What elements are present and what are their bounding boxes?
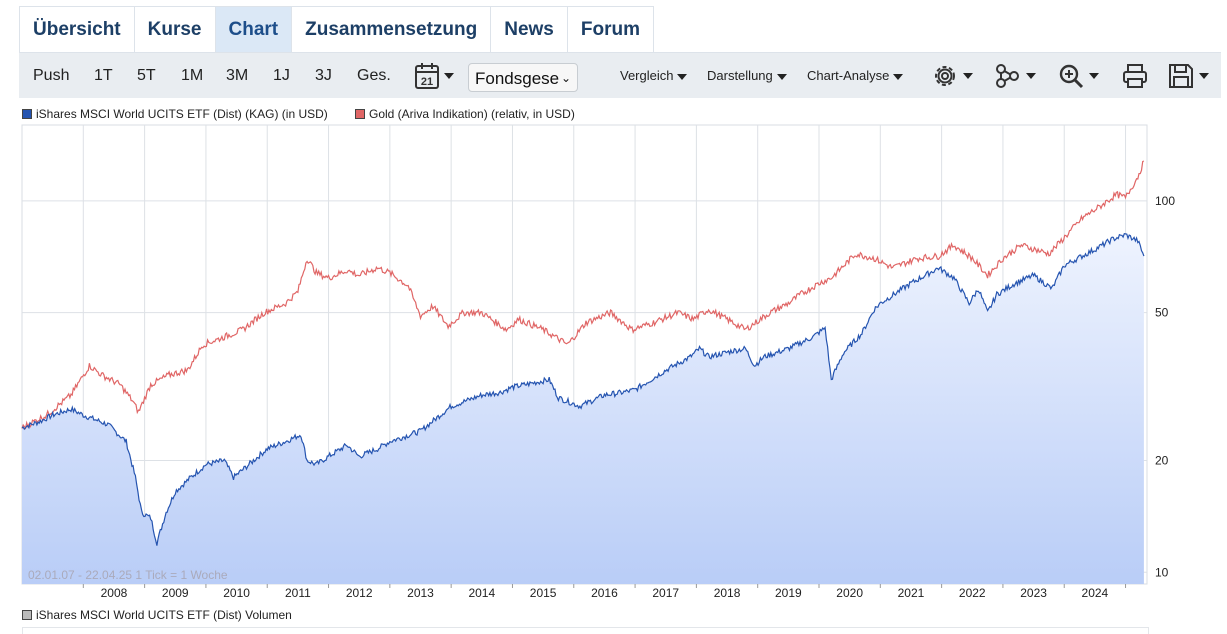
y-tick-label: 50 [1155,306,1169,320]
tab-chart[interactable]: Chart [215,7,293,53]
y-tick-label: 20 [1155,453,1169,467]
zoom-button[interactable] [1057,61,1099,91]
settings-icon [935,66,955,86]
chevron-down-icon: ⌄ [560,71,571,85]
period-ges-button[interactable]: Ges. [357,67,391,84]
legend-series2: Gold (Ariva Indikation) (relativ, in USD… [355,107,575,121]
x-tick-label: 2013 [407,586,434,600]
settings-button[interactable] [931,61,973,91]
period-3m-button[interactable]: 3M [226,67,249,84]
calendar-day: 21 [421,76,433,88]
darstellung-label: Darstellung [707,68,773,83]
print-button[interactable] [1121,61,1149,91]
period-1m-button[interactable]: 1M [181,67,204,84]
calendar-icon: 21 [415,63,439,89]
vergleich-label: Vergleich [620,68,674,83]
fund-company-select[interactable]: Fondsgese ⌄ [468,63,578,92]
x-tick-label: 2020 [836,586,863,600]
chart-analyse-menu[interactable]: Chart-Analyse [807,53,904,98]
x-tick-label: 2016 [591,586,618,600]
legend-series1: iShares MSCI World UCITS ETF (Dist) (KAG… [22,107,328,121]
x-tick-label: 2022 [959,586,986,600]
chevron-down-icon [893,73,904,80]
legend-swatch-red [355,109,365,119]
legend-swatch-gray [22,610,32,620]
legend-volume-label: iShares MSCI World UCITS ETF (Dist) Volu… [36,608,292,622]
x-tick-label: 2019 [775,586,802,600]
vergleich-menu[interactable]: Vergleich [620,53,688,98]
chevron-down-icon [677,73,688,80]
chevron-down-icon [963,73,973,79]
tab-zusammensetzung[interactable]: Zusammensetzung [292,7,492,53]
period-push-button[interactable]: Push [33,67,70,84]
x-tick-label: 2023 [1020,586,1047,600]
x-tick-label: 2012 [346,586,373,600]
chart-analyse-label: Chart-Analyse [807,68,890,83]
select-value: Fondsgese [475,69,560,88]
x-tick-label: 2014 [468,586,495,600]
x-tick-label: 2018 [714,586,741,600]
period-1j-button[interactable]: 1J [273,67,290,84]
series2-line [21,160,1145,430]
legend-series1-label: iShares MSCI World UCITS ETF (Dist) (KAG… [36,107,328,121]
chart-range-info: 02.01.07 - 22.04.25 1 Tick = 1 Woche [28,568,228,582]
chart-toolbar: Push 1T 5T 1M 3M 1J 3J Ges. 21 Fondsgese… [19,52,1221,98]
chevron-down-icon [1026,73,1036,79]
tab-news[interactable]: News [491,7,568,53]
chevron-down-icon [444,73,454,79]
legend-swatch-blue [22,109,32,119]
series1-line [21,233,1145,546]
volume-panel [22,627,1149,634]
zoom-in-icon [1059,64,1084,89]
series1-area [22,233,1144,584]
period-5t-button[interactable]: 5T [137,67,156,84]
y-tick-label: 100 [1155,194,1175,208]
chevron-down-icon [1089,73,1099,79]
chevron-down-icon [1199,73,1209,79]
calendar-button[interactable]: 21 [414,61,454,91]
save-icon [1169,64,1193,88]
chevron-down-icon [776,73,787,80]
x-tick-label: 2024 [1082,586,1109,600]
x-tick-label: 2021 [898,586,925,600]
x-axis: 2008 2009 2010 2011 2012 2013 2014 2015 2016 2017… [82,584,1127,600]
tab-forum[interactable]: Forum [580,19,640,40]
tab-bar: Übersicht Kurse Chart Zusammensetzung Ne… [19,6,654,53]
x-tick-label: 2009 [162,586,189,600]
tab-kurse[interactable]: Kurse [135,7,216,53]
period-3j-button[interactable]: 3J [315,67,332,84]
y-tick-label: 10 [1155,565,1169,579]
x-tick-label: 2015 [530,586,557,600]
darstellung-menu[interactable]: Darstellung [707,53,787,98]
x-tick-label: 2011 [285,586,311,600]
tab-uebersicht[interactable]: Übersicht [20,7,135,53]
x-tick-label: 2008 [101,586,128,600]
legend-volume: iShares MSCI World UCITS ETF (Dist) Volu… [22,608,292,622]
x-tick-label: 2017 [652,586,679,600]
network-button[interactable] [994,61,1036,91]
print-icon [1123,64,1147,88]
period-1t-button[interactable]: 1T [94,67,113,84]
legend-series2-label: Gold (Ariva Indikation) (relativ, in USD… [369,107,575,121]
save-button[interactable] [1167,61,1209,91]
network-icon [996,64,1019,88]
y-axis: 10 20 50 100 [1155,194,1175,579]
x-tick-label: 2010 [223,586,250,600]
